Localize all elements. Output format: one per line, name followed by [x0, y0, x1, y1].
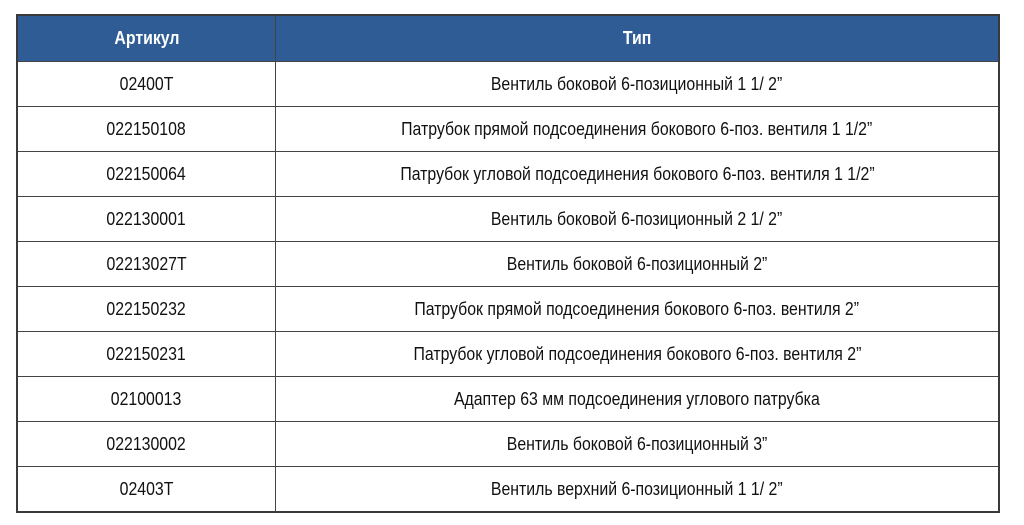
table-row: 02100013 Адаптер 63 мм подсоединения угл… — [16, 376, 1000, 422]
cell-type: Патрубок угловой подсоединения бокового … — [275, 151, 1000, 197]
table-row: 02403T Вентиль верхний 6-позиционный 1 1… — [16, 466, 1000, 513]
header-article: Артикул — [16, 14, 276, 62]
cell-article: 02213027T — [16, 241, 276, 287]
table-row: 022150064 Патрубок угловой подсоединения… — [16, 151, 1000, 197]
cell-type: Вентиль верхний 6-позиционный 1 1/ 2” — [275, 466, 1000, 513]
type-text: Вентиль боковой 6-позиционный 2 1/ 2” — [491, 208, 783, 229]
cell-type: Патрубок прямой подсоединения бокового 6… — [275, 106, 1000, 152]
article-text: 022130002 — [106, 433, 187, 454]
cell-article: 02403T — [16, 466, 276, 513]
cell-article: 022130002 — [16, 421, 276, 467]
type-text: Патрубок прямой подсоединения бокового 6… — [414, 298, 860, 319]
type-text: Адаптер 63 мм подсоединения углового пат… — [454, 388, 820, 409]
article-text: 022150231 — [106, 343, 187, 364]
header-type-label: Тип — [622, 28, 652, 48]
cell-article: 02400T — [16, 61, 276, 107]
header-type: Тип — [275, 14, 1000, 62]
table-row: 022150231 Патрубок угловой подсоединения… — [16, 331, 1000, 377]
product-table: Артикул Тип 02400T Вентиль боковой 6-поз… — [16, 14, 1000, 513]
type-text: Патрубок прямой подсоединения бокового 6… — [401, 118, 873, 139]
cell-article: 022150231 — [16, 331, 276, 377]
table-row: 022130001 Вентиль боковой 6-позиционный … — [16, 196, 1000, 242]
cell-type: Адаптер 63 мм подсоединения углового пат… — [275, 376, 1000, 422]
cell-article: 022130001 — [16, 196, 276, 242]
cell-type: Вентиль боковой 6-позиционный 2” — [275, 241, 1000, 287]
cell-article: 02100013 — [16, 376, 276, 422]
article-text: 02100013 — [111, 388, 182, 409]
cell-article: 022150232 — [16, 286, 276, 332]
type-text: Вентиль верхний 6-позиционный 1 1/ 2” — [491, 478, 783, 499]
article-text: 022150064 — [106, 163, 187, 184]
cell-type: Патрубок прямой подсоединения бокового 6… — [275, 286, 1000, 332]
type-text: Патрубок угловой подсоединения бокового … — [413, 343, 861, 364]
table-row: 022150232 Патрубок прямой подсоединения … — [16, 286, 1000, 332]
table-row: 02213027T Вентиль боковой 6-позиционный … — [16, 241, 1000, 287]
article-text: 02213027T — [106, 253, 187, 274]
cell-type: Вентиль боковой 6-позиционный 3” — [275, 421, 1000, 467]
header-article-label: Артикул — [113, 28, 179, 48]
table-row: 02400T Вентиль боковой 6-позиционный 1 1… — [16, 61, 1000, 107]
article-text: 02403T — [119, 478, 174, 499]
cell-article: 022150064 — [16, 151, 276, 197]
article-text: 022150232 — [106, 298, 187, 319]
article-text: 022130001 — [106, 208, 187, 229]
table-header-row: Артикул Тип — [16, 14, 1000, 62]
cell-type: Вентиль боковой 6-позиционный 1 1/ 2” — [275, 61, 1000, 107]
cell-type: Вентиль боковой 6-позиционный 2 1/ 2” — [275, 196, 1000, 242]
table-row: 022130002 Вентиль боковой 6-позиционный … — [16, 421, 1000, 467]
article-text: 02400T — [119, 73, 174, 94]
type-text: Вентиль боковой 6-позиционный 2” — [506, 253, 768, 274]
cell-type: Патрубок угловой подсоединения бокового … — [275, 331, 1000, 377]
article-text: 022150108 — [106, 118, 187, 139]
type-text: Вентиль боковой 6-позиционный 3” — [506, 433, 768, 454]
cell-article: 022150108 — [16, 106, 276, 152]
table-row: 022150108 Патрубок прямой подсоединения … — [16, 106, 1000, 152]
type-text: Патрубок угловой подсоединения бокового … — [399, 163, 875, 184]
type-text: Вентиль боковой 6-позиционный 1 1/ 2” — [491, 73, 783, 94]
